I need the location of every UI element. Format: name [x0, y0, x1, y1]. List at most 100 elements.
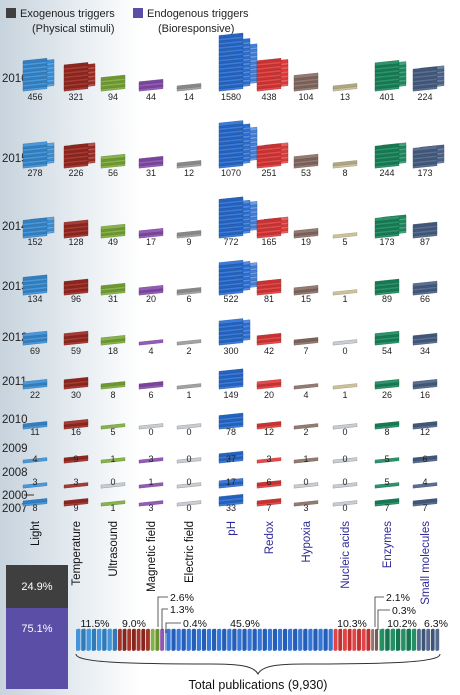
bar-2009-electric-field: 0	[176, 454, 202, 464]
bar-2012-enzymes: 54	[374, 330, 400, 356]
bar-value-label: 8	[342, 168, 347, 178]
strip-slab	[96, 628, 102, 651]
bar-2010-light: 11	[22, 421, 48, 437]
strip-slab	[272, 628, 278, 651]
bar-2010-hypoxia: 2	[293, 423, 319, 437]
pct-label: 2.6%	[170, 592, 194, 604]
bar-layer	[256, 421, 282, 428]
bar-value-label: 173	[379, 237, 394, 247]
bar-layer	[374, 330, 400, 337]
bar-2008-hypoxia: 0	[293, 477, 319, 489]
bar-2016-small-molecules: 224	[412, 65, 445, 102]
strip-slab	[287, 628, 293, 651]
bar-layer	[412, 280, 438, 287]
bar-layer	[332, 83, 358, 90]
bar-2016-electric-field: 14	[176, 83, 202, 102]
strip-slab	[141, 628, 146, 651]
bar-layer	[176, 287, 202, 294]
strip-slab	[232, 628, 237, 651]
bar-value-label: 31	[108, 294, 118, 304]
bar-value-label: 81	[264, 294, 274, 304]
category-label: Enzymes	[382, 521, 394, 569]
bar-value-label: 300	[223, 346, 238, 356]
bar-2016-ph: 1580	[218, 32, 258, 102]
endogenous-share-segment	[6, 608, 68, 689]
bar-value-label: 87	[420, 237, 430, 247]
strip-slab	[164, 628, 167, 651]
bar-value-label: 1	[186, 390, 191, 400]
strip-slab	[385, 628, 390, 651]
strip-slab	[186, 628, 191, 651]
bar-layer	[374, 143, 400, 150]
bar-value-label: 149	[223, 390, 238, 400]
bar-layer	[100, 457, 126, 464]
strip-slab	[122, 628, 127, 651]
pct-label: 9.0%	[122, 618, 146, 630]
bar-2012-electric-field: 2	[176, 339, 202, 356]
bar-layer	[63, 377, 89, 384]
strip-slab	[374, 628, 378, 651]
bar-2016-nucleic-acids: 13	[332, 83, 358, 102]
strip-segment-magnetic-field	[160, 628, 165, 651]
bar-2013-magnetic-field: 20	[138, 285, 164, 304]
bar-layer	[22, 217, 48, 224]
strip-slab	[257, 628, 262, 651]
bar-value-label: 1	[342, 294, 347, 304]
bar-layer	[22, 330, 48, 337]
strip-slab	[328, 628, 333, 651]
bar-value-label: 59	[71, 346, 81, 356]
bar-layer	[22, 498, 48, 505]
bar-value-label: 772	[223, 237, 238, 247]
strip-slab	[406, 628, 411, 651]
strip-slab	[366, 628, 371, 651]
bar-layer	[138, 457, 164, 464]
bar-value-label: 96	[71, 294, 81, 304]
bar-value-label: 3	[73, 477, 78, 487]
bar-layer	[374, 60, 400, 67]
bar-value-label: 37	[226, 454, 236, 464]
bar-2015-light: 278	[22, 141, 55, 178]
bar-layer	[176, 230, 202, 237]
bar-layer	[22, 482, 48, 489]
bar-2010-ultrasound: 5	[100, 423, 126, 437]
bar-2012-nucleic-acids: 0	[332, 339, 358, 356]
strip-slab	[206, 628, 212, 651]
bar-2010-temperature: 16	[63, 419, 89, 437]
strip-slab	[342, 628, 347, 651]
total-distribution-strip	[76, 628, 440, 651]
bar-layer	[100, 335, 126, 342]
bar-2000–2007-electric-field: 0	[176, 500, 202, 513]
strip-slab	[308, 628, 313, 651]
bar-value-label: 3	[148, 503, 153, 513]
bar-value-label: 53	[301, 168, 311, 178]
category-label: pH	[226, 521, 238, 536]
bar-layer	[138, 500, 164, 507]
bar-2012-magnetic-field: 4	[138, 339, 164, 356]
bar-2014-temperature: 128	[63, 219, 89, 247]
bar-layer	[293, 153, 319, 160]
bar-layer	[374, 498, 400, 505]
bar-value-label: 12	[264, 427, 274, 437]
strip-slab	[435, 628, 440, 651]
bar-layer	[100, 283, 126, 290]
bar-value-label: 5	[110, 427, 115, 437]
bar-layer	[218, 451, 244, 458]
category-labels: Light Temperature Ultrasound Magnetic field…	[30, 520, 432, 605]
bar-layer	[218, 478, 244, 485]
bar-layer	[412, 498, 438, 505]
bar-layer	[100, 423, 126, 430]
bar-2010-magnetic-field: 0	[138, 423, 164, 437]
bar-2008-light: 3	[22, 477, 48, 489]
bar-value-label: 18	[108, 346, 118, 356]
bar-layer	[22, 379, 48, 386]
bar-layer	[293, 482, 319, 489]
strip-slab	[107, 628, 112, 651]
bar-value-label: 5	[384, 454, 389, 464]
bar-2013-redox: 81	[256, 278, 282, 304]
bar-2010-redox: 12	[256, 421, 282, 437]
pct-leader-line	[161, 608, 168, 630]
bar-layer	[138, 381, 164, 388]
bar-2011-magnetic-field: 6	[138, 381, 164, 400]
pct-label-group: 10.2%	[387, 618, 417, 630]
bar-value-label: 4	[32, 454, 37, 464]
